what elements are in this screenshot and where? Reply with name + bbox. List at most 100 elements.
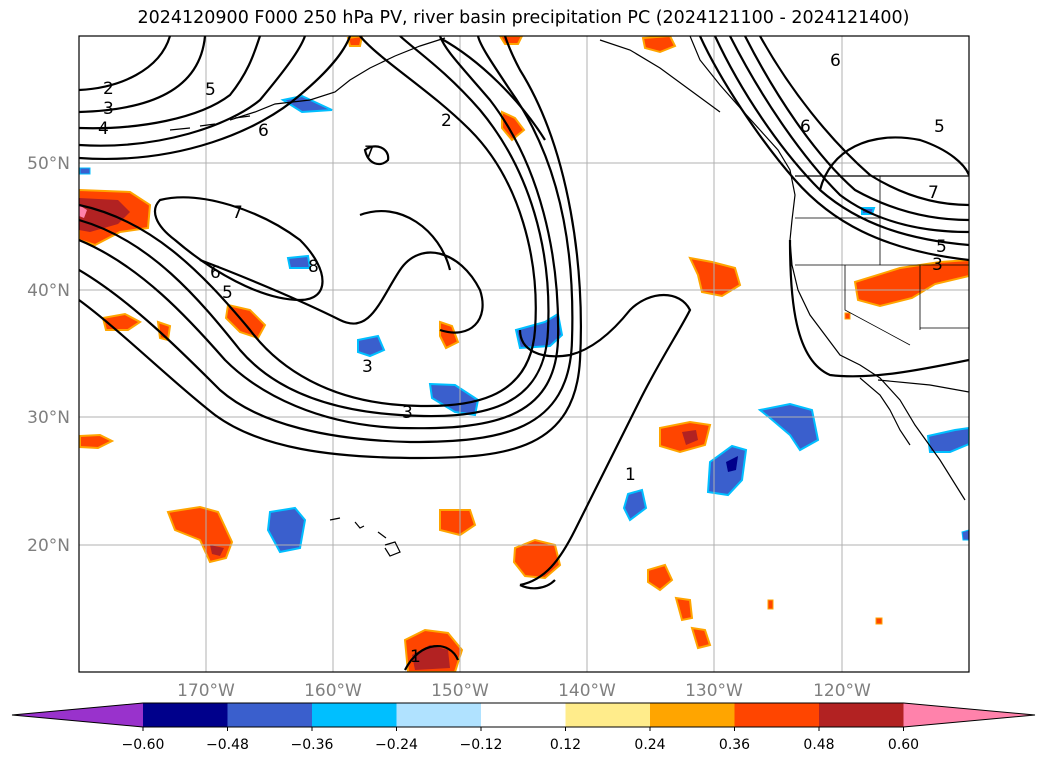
map-area: 2 3 4 5 6 7 7 8 6 5 3 3 2 6 6 5 7 5 3 1 … [79,36,969,672]
contour-label: 6 [800,117,811,137]
precip-pos-patch [101,312,142,331]
contour-label: 3 [103,99,114,119]
colorbar-extend-min [12,703,143,727]
precip-neg-patch [428,382,480,417]
lon-label: 150°W [431,681,489,701]
lat-label: 40°N [27,281,70,301]
contour-label: 7 [232,203,243,223]
colorbar: −0.60 −0.48 −0.36 −0.24 −0.12 0.12 0.24 0.36 0.4… [11,702,1036,753]
colorbar-segment [143,703,228,727]
precip-pos-core [210,545,224,556]
pv-contour [79,36,574,444]
pv-contour [519,579,556,590]
precip-pos-patch [439,320,460,350]
colorbar-tick-label: 0.24 [634,737,665,753]
colorbar-segment [227,703,313,727]
precip-neg-core [726,456,738,472]
map-title: 2024120900 F000 250 hPa PV, river basin … [137,8,910,28]
colorbar-segment [819,703,904,727]
contour-label: 5 [934,117,945,137]
pv-contour [79,36,537,408]
us-mexico-border [877,379,969,393]
colorbar-segment [312,703,397,727]
precip-pos-patch [346,36,364,47]
colorbar-tick-label: 0.60 [888,737,919,753]
contour-labels: 2 3 4 5 6 7 7 8 6 5 3 3 2 6 6 5 7 5 3 1 … [98,51,947,667]
pv-contours [79,36,969,671]
precip-neg-patch [622,488,648,522]
contour-label: 6 [210,263,221,283]
contour-label: 7 [364,143,375,163]
colorbar-tick-label: −0.36 [291,737,334,753]
state-borders [795,176,969,346]
lon-label: 140°W [558,681,616,701]
pv-contour [79,36,307,147]
colorbar-segment [396,703,482,727]
pv-contour [404,645,460,671]
precip-pos-patch [501,110,526,142]
contour-label: 3 [932,255,943,275]
contour-label: 5 [936,237,947,257]
colorbar-tick-label: 0.36 [719,737,750,753]
precip-pos-patch [690,626,712,650]
map-frame [78,35,970,673]
contour-label: 5 [205,80,216,100]
precip-neg-patch [961,529,969,541]
precip-pos-patch [875,617,883,625]
contour-label: 8 [308,257,319,277]
pv-contour [79,36,262,130]
contour-label: 1 [625,465,636,485]
pv-contour [153,196,324,302]
pv-contour [79,36,352,160]
contour-label: 7 [928,183,939,203]
precip-pos-core [79,205,87,218]
colorbar-segment [650,703,735,727]
precip-pos-patch [641,36,677,54]
precip-pos-patch [79,433,115,450]
colorbar-extend-max [903,703,1035,727]
colorbar-segment [734,703,820,727]
lat-label: 20°N [27,536,70,556]
precip-pos-patch [647,563,674,592]
colorbar-tick-label: 0.48 [803,737,834,753]
pv-contour [759,36,969,207]
pv-contour [518,294,692,587]
pv-contour [199,251,484,334]
alaska-coast [229,37,446,121]
precip-anomaly-fill [79,36,969,672]
latitude-labels: 50°N 40°N 30°N 20°N [27,154,70,556]
lon-label: 130°W [685,681,743,701]
precip-pos-patch [767,599,774,610]
colorbar-tick-label: 0.12 [550,737,581,753]
baja-coast [859,377,911,446]
precip-pos-core [682,430,698,445]
precip-neg-patch [357,334,386,358]
pv-contour [79,36,560,430]
colorbar-segment [481,703,566,727]
colorbar-tick-label: −0.60 [122,737,165,753]
pv-contour [788,239,969,378]
colorbar-tick-label: −0.48 [206,737,249,753]
precip-pos-patch [674,596,694,622]
precip-neg-patch [79,167,91,175]
precip-neg-patch [514,312,564,350]
lon-label: 170°W [177,681,235,701]
lat-label: 50°N [27,154,70,174]
lat-label: 30°N [27,408,70,428]
alaska-panhandle [599,39,721,113]
precip-pos-patch [166,505,234,564]
precip-pos-patch [512,538,562,580]
precip-neg-patch [286,254,312,269]
precip-neg-patch [266,506,307,554]
contour-label: 5 [222,283,233,303]
pv-contour [363,145,390,166]
pv-contour [744,36,969,222]
precip-neg-patch [926,426,969,453]
contour-label: 6 [258,121,269,141]
contour-label: 2 [103,79,114,99]
pv-contour [729,36,969,234]
contour-label: 4 [98,119,109,139]
precip-pos-patch [844,312,851,320]
hawaii-islands [329,517,401,557]
